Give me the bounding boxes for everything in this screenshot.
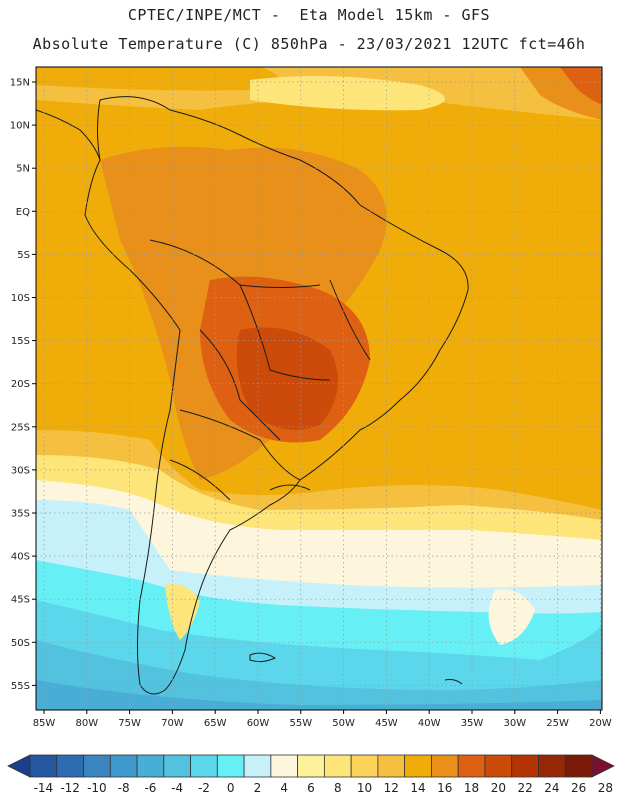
- colorbar-box: [136, 754, 165, 778]
- lat-label: 50S: [11, 638, 30, 649]
- colorbar-box: [29, 754, 58, 778]
- lon-label: 20W: [589, 718, 612, 729]
- colorbar-box: [350, 754, 379, 778]
- lat-label: 20S: [11, 379, 30, 390]
- lat-label: 15N: [10, 78, 30, 89]
- colorbar-label: 22: [517, 781, 532, 795]
- colorbar-box: [511, 754, 539, 778]
- lat-label: 25S: [11, 422, 30, 433]
- colorbar-label: -14: [34, 781, 54, 795]
- colorbar-label: 14: [410, 781, 425, 795]
- colorbar-box: [163, 754, 191, 778]
- temperature-field: [36, 67, 602, 710]
- colorbar-box: [431, 754, 459, 778]
- lat-label: 5N: [16, 164, 30, 175]
- lat-label: 10N: [10, 121, 30, 132]
- lon-label: 60W: [247, 718, 270, 729]
- colorbar-label: 8: [334, 781, 342, 795]
- colorbar-arrow-high: [591, 754, 615, 778]
- colorbar-label: -2: [198, 781, 210, 795]
- map-title-line2: Absolute Temperature (C) 850hPa - 23/03/…: [32, 35, 586, 53]
- colorbar-box: [83, 754, 111, 778]
- colorbar-box: [538, 754, 566, 778]
- colorbar-label: -10: [87, 781, 107, 795]
- lat-label: EQ: [16, 207, 30, 218]
- colorbar-label: 12: [384, 781, 399, 795]
- colorbar-box: [457, 754, 486, 778]
- colorbar-box: [56, 754, 84, 778]
- latitude-axis: 15N 10N 5N EQ 5S 10S 15S 20S 25S 30S 35S 40S 45S 50S 5…: [10, 78, 36, 692]
- colorbar-label: 2: [254, 781, 262, 795]
- colorbar-label: 0: [227, 781, 235, 795]
- colorbar-box: [109, 754, 138, 778]
- lon-label: 25W: [546, 718, 569, 729]
- colorbar-label: 10: [357, 781, 372, 795]
- colorbar-box: [190, 754, 218, 778]
- colorbar-label: -6: [144, 781, 156, 795]
- lat-label: 40S: [11, 552, 30, 563]
- map-title-line1: CPTEC/INPE/MCT - Eta Model 15km - GFS: [127, 6, 491, 24]
- lon-label: 70W: [161, 718, 184, 729]
- lon-label: 30W: [503, 718, 526, 729]
- lat-label: 15S: [11, 336, 30, 347]
- colorbar-box: [484, 754, 513, 778]
- lon-label: 75W: [118, 718, 141, 729]
- graticule: [36, 67, 602, 710]
- colorbar-label: 20: [491, 781, 506, 795]
- longitude-axis: 85W 80W 75W 70W 65W 60W 55W 50W 45W 40W 35W 30W 25W 2…: [33, 710, 612, 729]
- colorbar-box: [377, 754, 406, 778]
- colorbar-label: 4: [280, 781, 288, 795]
- lon-label: 40W: [418, 718, 441, 729]
- colorbar-box: [243, 754, 272, 778]
- colorbar-box: [404, 754, 432, 778]
- lat-label: 10S: [11, 293, 30, 304]
- colorbar-box: [323, 754, 352, 778]
- colorbar-label: -4: [171, 781, 183, 795]
- lon-label: 50W: [332, 718, 355, 729]
- lon-label: 55W: [289, 718, 312, 729]
- lon-label: 35W: [461, 718, 484, 729]
- colorbar-arrow-low: [7, 754, 31, 778]
- colorbar-label: 6: [307, 781, 315, 795]
- colorbar-label: -12: [60, 781, 80, 795]
- colorbar: -14 -12 -10 -8 -6 -4 -2 0 2 4 6 8 10 12 14 16 18 20 22 24 26…: [7, 754, 615, 795]
- lat-label: 55S: [11, 681, 30, 692]
- lon-label: 85W: [33, 718, 56, 729]
- colorbar-label: 28: [598, 781, 613, 795]
- colorbar-label: 24: [544, 781, 559, 795]
- colorbar-label: 18: [464, 781, 479, 795]
- colorbar-box: [270, 754, 299, 778]
- colorbar-box: [297, 754, 325, 778]
- colorbar-label: 26: [571, 781, 586, 795]
- map-frame: [35, 66, 603, 711]
- lat-label: 5S: [17, 250, 30, 261]
- lat-label: 35S: [11, 509, 30, 520]
- colorbar-label: 16: [437, 781, 452, 795]
- colorbar-box: [564, 754, 593, 778]
- coastline: [36, 96, 469, 695]
- colorbar-label: -8: [118, 781, 130, 795]
- lat-label: 30S: [11, 465, 30, 476]
- lon-label: 45W: [375, 718, 398, 729]
- colorbar-box: [216, 754, 245, 778]
- lat-label: 45S: [11, 595, 30, 606]
- lon-label: 80W: [75, 718, 98, 729]
- lon-label: 65W: [204, 718, 227, 729]
